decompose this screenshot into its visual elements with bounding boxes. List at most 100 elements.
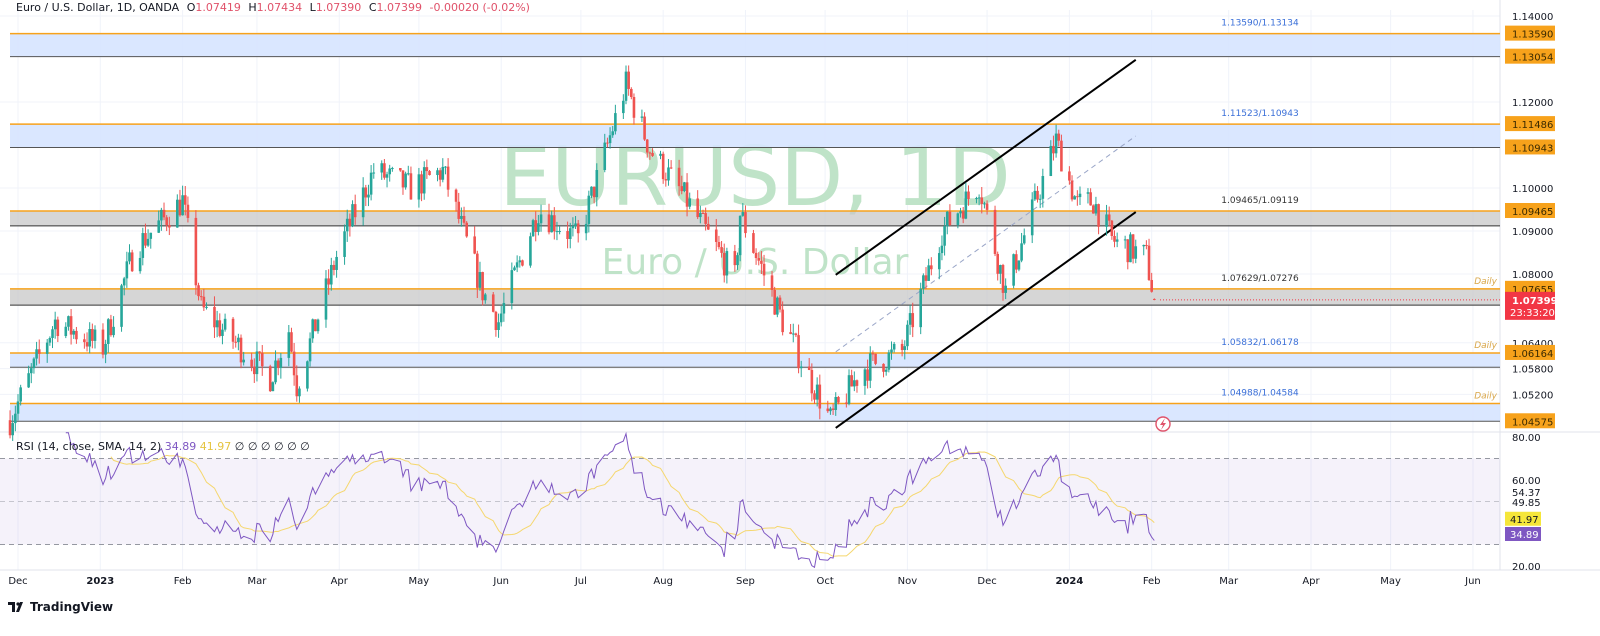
- candle-body: [1073, 196, 1076, 200]
- candle-body: [810, 369, 814, 394]
- candle-body: [645, 139, 649, 153]
- candle: [555, 221, 559, 241]
- candle: [799, 360, 803, 378]
- candle-body: [385, 174, 389, 178]
- candle: [871, 350, 875, 362]
- candle-body: [911, 313, 915, 328]
- candle: [327, 269, 330, 295]
- candle-body: [218, 320, 222, 336]
- candle: [866, 359, 869, 389]
- candle: [624, 65, 628, 105]
- candle-body: [239, 337, 243, 363]
- candle-body: [138, 257, 142, 272]
- candle: [762, 254, 766, 286]
- candle-body: [122, 278, 126, 286]
- candle-body: [993, 209, 997, 254]
- candle-body: [75, 330, 78, 340]
- candle-body: [696, 198, 699, 218]
- rsi-header[interactable]: RSI (14, close, SMA, 14, 2) 34.89 41.97 …: [16, 440, 310, 453]
- time-tick-label: 2024: [1055, 576, 1083, 587]
- zone-blue: [10, 33, 1500, 57]
- candle: [1054, 124, 1058, 158]
- time-tick-label: Aug: [653, 576, 673, 587]
- close-value: 1.07399: [376, 1, 423, 14]
- candle-body: [648, 152, 652, 154]
- candle-body: [425, 167, 429, 172]
- candle: [688, 192, 692, 210]
- candle: [287, 324, 291, 367]
- tradingview-logo-icon: [8, 602, 23, 612]
- candle: [911, 302, 915, 338]
- candle: [298, 386, 301, 403]
- candle-body: [964, 191, 968, 219]
- candle: [1145, 240, 1148, 250]
- time-tick-label: Mar: [248, 576, 268, 587]
- candle: [651, 148, 654, 157]
- candle-body: [149, 232, 153, 239]
- candle-body: [770, 275, 774, 290]
- candle: [722, 243, 726, 283]
- candle-body: [157, 220, 161, 233]
- candle: [667, 159, 670, 186]
- candle: [306, 360, 309, 392]
- candle: [16, 394, 20, 421]
- candle: [752, 229, 755, 254]
- candle: [106, 318, 110, 353]
- candle-body: [56, 319, 60, 337]
- candle-body: [1017, 260, 1021, 270]
- candle: [996, 251, 999, 281]
- candle: [388, 164, 391, 182]
- candle: [311, 318, 315, 343]
- symbol-title[interactable]: Euro / U.S. Dollar, 1D, OANDA: [16, 1, 180, 14]
- level-price-badge: [1505, 203, 1555, 219]
- candle-body: [1147, 245, 1151, 280]
- candle: [807, 357, 811, 371]
- candle: [420, 170, 423, 202]
- candle: [725, 247, 729, 284]
- candle-body: [8, 420, 12, 436]
- candle-body: [794, 333, 798, 336]
- candle: [239, 334, 243, 369]
- candle-body: [829, 408, 832, 412]
- high-label: H: [248, 1, 257, 14]
- rsi-extra-values: ∅ ∅ ∅ ∅ ∅ ∅: [234, 440, 310, 453]
- candle-body: [757, 258, 761, 261]
- candle-body: [1091, 205, 1095, 214]
- candle-body: [255, 351, 259, 375]
- candle-body: [462, 215, 466, 223]
- tradingview-footer[interactable]: TradingView: [8, 600, 113, 614]
- candle: [1030, 192, 1034, 244]
- price-tick-label: 1.05200: [1512, 390, 1553, 401]
- candle-body: [69, 316, 73, 335]
- candle: [590, 186, 593, 199]
- candle-body: [276, 360, 280, 368]
- candle: [1153, 298, 1156, 301]
- candle-body: [279, 357, 283, 368]
- candle-body: [677, 167, 681, 187]
- candle-body: [260, 352, 264, 367]
- candle-body: [571, 225, 575, 229]
- candle: [260, 345, 264, 376]
- candle: [1033, 183, 1037, 202]
- candle-body: [722, 252, 726, 276]
- level-price-badge: [1505, 344, 1555, 360]
- candle-body: [874, 353, 877, 364]
- channel-upper-line: [835, 59, 1137, 276]
- candle-body: [290, 332, 293, 352]
- price-tick-label: 1.09000: [1512, 227, 1553, 238]
- candle-body: [752, 233, 755, 253]
- candle: [199, 290, 203, 301]
- candle: [513, 265, 516, 271]
- candle: [980, 186, 984, 214]
- candle-body: [1038, 198, 1042, 200]
- change-value: -0.00020 (-0.02%): [429, 1, 530, 14]
- candle: [141, 227, 145, 266]
- candle: [539, 204, 543, 232]
- candle-body: [1033, 190, 1037, 200]
- candle-body: [930, 265, 933, 270]
- candle: [64, 322, 68, 339]
- candle-body: [1078, 193, 1082, 198]
- candle: [558, 226, 561, 235]
- candle-body: [868, 353, 872, 381]
